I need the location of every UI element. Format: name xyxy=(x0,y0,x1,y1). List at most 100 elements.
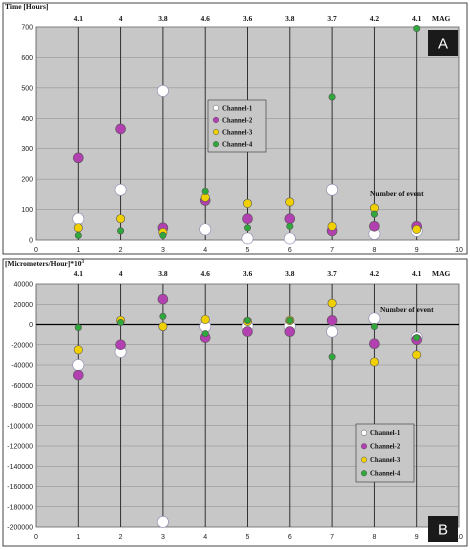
x-tick-label: 8 xyxy=(372,247,376,254)
x-tick-label: 5 xyxy=(246,247,250,254)
data-point-channel-2 xyxy=(369,338,380,350)
data-point-channel-1 xyxy=(326,183,338,196)
x-tick-label: 4 xyxy=(203,247,207,254)
data-point-channel-3 xyxy=(327,221,337,231)
mag-label: 4.1 xyxy=(412,14,422,23)
data-point-channel-4 xyxy=(370,210,378,218)
legend-marker xyxy=(360,443,368,450)
y-tick-label: -40000 xyxy=(11,363,33,370)
legend-marker xyxy=(360,470,368,477)
data-point-channel-2 xyxy=(115,123,126,135)
data-point-channel-4 xyxy=(413,25,421,33)
chart-panel-a: 0 100 200 300 400 500 600 700 0 1 2 3 4 5 6 7 8 9 10 4.1 4 3.… xyxy=(2,2,468,255)
legend-entry: Channel-2 xyxy=(222,117,253,124)
chart-panel-b: 40000 20000 0 -20000 -40000 -60000 -80000 -1000… xyxy=(2,258,468,547)
legend-entry: Channel-3 xyxy=(222,129,253,136)
mag-label: 4.6 xyxy=(201,14,211,23)
data-point-channel-4 xyxy=(370,323,378,331)
x-tick-label: 5 xyxy=(246,534,250,541)
y-tick-label: 20000 xyxy=(14,302,34,309)
data-point-channel-4 xyxy=(244,316,252,324)
data-point-channel-4 xyxy=(201,187,209,195)
mag-label: 3.6 xyxy=(243,14,253,23)
data-point-channel-1 xyxy=(72,359,85,371)
y-axis-title-superscript: 3 xyxy=(82,260,85,265)
data-point-channel-2 xyxy=(242,213,253,224)
data-point-channel-1 xyxy=(241,232,254,245)
legend-entry: Channel-4 xyxy=(370,471,401,478)
mag-label: 3.8 xyxy=(158,14,168,23)
data-point-channel-2 xyxy=(115,339,126,351)
y-tick-label: 600 xyxy=(21,55,33,62)
x-tick-label: 10 xyxy=(455,247,463,254)
y-tick-label: -140000 xyxy=(7,464,33,471)
x-tick-label: 9 xyxy=(415,247,419,254)
data-point-channel-4 xyxy=(328,353,336,361)
mag-label: 3.8 xyxy=(285,14,295,23)
data-point-channel-1 xyxy=(114,183,127,196)
x-tick-label: 7 xyxy=(330,247,334,254)
x-tick-label: 9 xyxy=(415,534,419,541)
y-tick-label: 300 xyxy=(21,146,33,153)
y-tick-label: -20000 xyxy=(11,342,33,349)
mag-axis-title: MAG xyxy=(432,14,450,23)
mag-label: 4.6 xyxy=(201,269,211,278)
y-tick-label: -100000 xyxy=(7,423,33,430)
data-point-channel-1 xyxy=(156,85,169,97)
legend-marker xyxy=(212,128,220,136)
data-point-channel-4 xyxy=(117,227,125,235)
mag-label: 3.8 xyxy=(285,269,295,278)
legend-marker xyxy=(360,429,368,436)
data-point-channel-1 xyxy=(156,516,169,528)
data-point-channel-3 xyxy=(412,350,422,360)
x-tick-label: 3 xyxy=(161,247,165,254)
data-point-channel-1 xyxy=(326,325,338,338)
x-tick-label: 3 xyxy=(161,534,165,541)
y-tick-label: -80000 xyxy=(11,403,33,410)
legend-entry: Channel-1 xyxy=(222,105,253,112)
x-tick-label: 8 xyxy=(372,534,376,541)
mag-label: 3.7 xyxy=(327,269,337,278)
data-point-channel-3 xyxy=(73,223,83,233)
legend-marker xyxy=(360,456,368,463)
y-axis-title: [Micrometers/Hour]*103 xyxy=(5,259,85,268)
mag-label: 3.8 xyxy=(158,269,168,278)
data-point-channel-3 xyxy=(243,198,253,208)
x-tick-label: 1 xyxy=(76,534,80,541)
y-tick-label: -60000 xyxy=(11,383,33,390)
mag-label: 4.1 xyxy=(74,14,84,23)
legend-entry: Channel-4 xyxy=(222,142,253,149)
y-tick-label: -120000 xyxy=(7,444,33,451)
y-tick-label: 100 xyxy=(21,207,33,214)
panel-letter-badge xyxy=(428,30,458,56)
legend-entry: Channel-1 xyxy=(370,430,401,437)
y-tick-label: 200 xyxy=(21,177,33,184)
x-tick-label: 0 xyxy=(34,534,38,541)
data-point-channel-4 xyxy=(74,324,82,332)
legend-entry: Channel-3 xyxy=(370,457,401,464)
data-point-channel-3 xyxy=(285,197,295,207)
data-point-channel-2 xyxy=(284,326,296,337)
data-point-channel-3 xyxy=(73,345,83,355)
mag-label: 4 xyxy=(119,269,123,278)
annotation-number-of-event: Number of event xyxy=(370,189,424,198)
data-point-channel-3 xyxy=(369,357,379,367)
data-point-channel-1 xyxy=(72,212,85,225)
data-point-channel-2 xyxy=(369,221,380,232)
x-tick-label: 6 xyxy=(288,247,292,254)
data-point-channel-4 xyxy=(74,231,82,239)
mag-label: 4.1 xyxy=(74,269,84,278)
legend-marker xyxy=(212,104,220,111)
data-point-channel-1 xyxy=(199,223,212,236)
data-point-channel-2 xyxy=(157,293,169,305)
data-point-channel-4 xyxy=(201,330,209,338)
data-point-channel-4 xyxy=(117,318,125,326)
y-tick-label: -160000 xyxy=(7,484,33,491)
data-point-channel-1 xyxy=(368,312,381,325)
data-point-channel-2 xyxy=(73,369,84,381)
mag-label: 4.1 xyxy=(412,269,422,278)
data-point-channel-3 xyxy=(200,314,210,324)
y-axis-title: Time [Hours] xyxy=(5,2,48,11)
mag-label: 3.7 xyxy=(327,14,337,23)
data-point-channel-2 xyxy=(242,326,253,337)
